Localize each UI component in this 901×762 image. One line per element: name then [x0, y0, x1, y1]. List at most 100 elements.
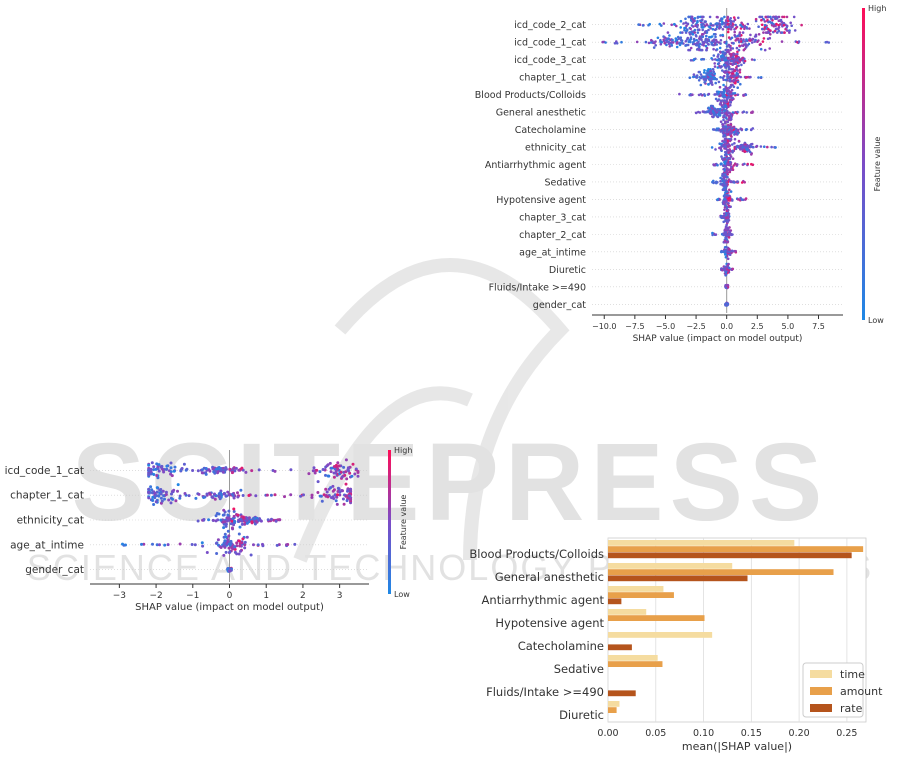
- shap-point: [735, 46, 739, 50]
- shap-point: [226, 490, 230, 494]
- x-tick-label: 0.00: [597, 728, 618, 739]
- shap-point: [228, 550, 232, 554]
- shap-point: [172, 469, 176, 473]
- shap-point: [762, 18, 765, 21]
- shap-point: [728, 205, 731, 209]
- shap-point: [223, 532, 227, 536]
- shap-beeswarm-left: icd_code_1_cat chapter_1_cat ethnicity_cat…: [5, 446, 413, 613]
- shap-point: [763, 145, 766, 148]
- shap-point: [224, 466, 228, 470]
- shap-point: [254, 494, 258, 498]
- shap-point: [155, 486, 159, 490]
- shap-point: [745, 38, 748, 41]
- shap-point: [705, 23, 709, 27]
- shap-point: [738, 68, 742, 72]
- shap-point: [731, 267, 735, 271]
- shap-point: [310, 496, 314, 499]
- shap-point: [704, 37, 708, 41]
- category-label: Antiarrhythmic agent: [482, 593, 605, 607]
- shap-point: [662, 35, 665, 38]
- shap-point: [350, 474, 354, 478]
- shap-point: [733, 92, 737, 95]
- shap-point: [724, 147, 728, 150]
- shap-point: [226, 567, 230, 571]
- shap-point: [715, 25, 719, 29]
- shap-point: [723, 249, 727, 253]
- shap-point: [293, 542, 297, 546]
- shap-point: [725, 159, 728, 163]
- shap-point: [715, 78, 718, 81]
- bar-time: [608, 563, 733, 569]
- shap-point: [739, 37, 743, 41]
- shap-point: [776, 31, 779, 34]
- shap-point: [724, 112, 728, 115]
- shap-point: [232, 496, 236, 500]
- shap-point: [208, 492, 212, 496]
- shap-point: [727, 56, 730, 60]
- shap-point: [662, 22, 666, 25]
- shap-point: [149, 485, 153, 489]
- shap-point: [723, 15, 726, 19]
- bar-rate: [608, 644, 632, 651]
- shap-point: [746, 162, 749, 166]
- shap-point: [704, 44, 708, 48]
- feature-points: [694, 102, 754, 122]
- shap-point: [748, 27, 751, 30]
- shap-point: [185, 467, 189, 471]
- shap-point: [653, 41, 656, 45]
- shap-point: [732, 164, 735, 167]
- shap-point: [739, 148, 742, 151]
- shap-point: [709, 22, 712, 26]
- x-tick-label: 0: [227, 591, 233, 601]
- shap-point: [709, 81, 712, 85]
- shap-point: [307, 472, 311, 476]
- shap-point: [730, 98, 734, 102]
- shap-point: [726, 263, 730, 267]
- shap-point: [724, 56, 728, 60]
- shap-point: [219, 546, 223, 549]
- shap-point: [170, 490, 174, 493]
- shap-point: [735, 25, 739, 29]
- bar-time: [608, 701, 620, 707]
- shap-point: [727, 212, 731, 215]
- shap-point: [241, 494, 245, 497]
- shap-point: [159, 496, 163, 500]
- shap-point: [705, 48, 708, 52]
- shap-point: [730, 68, 733, 71]
- shap-point: [731, 157, 735, 160]
- shap-point: [712, 33, 716, 36]
- shap-point: [259, 519, 263, 523]
- legend-swatch-rate: [810, 704, 832, 712]
- shap-point: [720, 155, 723, 158]
- shap-point: [764, 15, 767, 19]
- shap-point: [730, 117, 733, 121]
- shap-point: [773, 29, 777, 33]
- shap-point: [723, 94, 726, 98]
- shap-point: [733, 78, 737, 81]
- shap-point: [247, 516, 251, 520]
- shap-point: [721, 105, 724, 109]
- shap-point: [751, 37, 755, 41]
- shap-point: [717, 90, 721, 94]
- shap-point: [750, 128, 753, 131]
- shap-point: [712, 112, 716, 115]
- shap-point: [671, 38, 674, 42]
- shap-point: [733, 28, 736, 31]
- shap-point: [728, 196, 731, 200]
- legend-label-time: time: [840, 668, 865, 681]
- shap-point: [650, 38, 653, 42]
- shap-point: [675, 24, 678, 28]
- shap-point: [150, 491, 154, 495]
- feature-points: [688, 68, 763, 87]
- x-tick-label: −2.5: [686, 322, 705, 331]
- shap-point: [243, 543, 247, 547]
- shap-point: [330, 496, 333, 500]
- shap-point: [733, 137, 737, 141]
- shap-point: [342, 502, 346, 506]
- shap-point: [711, 115, 714, 118]
- shap-point: [727, 148, 730, 152]
- shap-point: [237, 468, 241, 472]
- shap-point: [231, 527, 235, 531]
- shap-point: [749, 143, 753, 146]
- shap-point: [170, 492, 173, 496]
